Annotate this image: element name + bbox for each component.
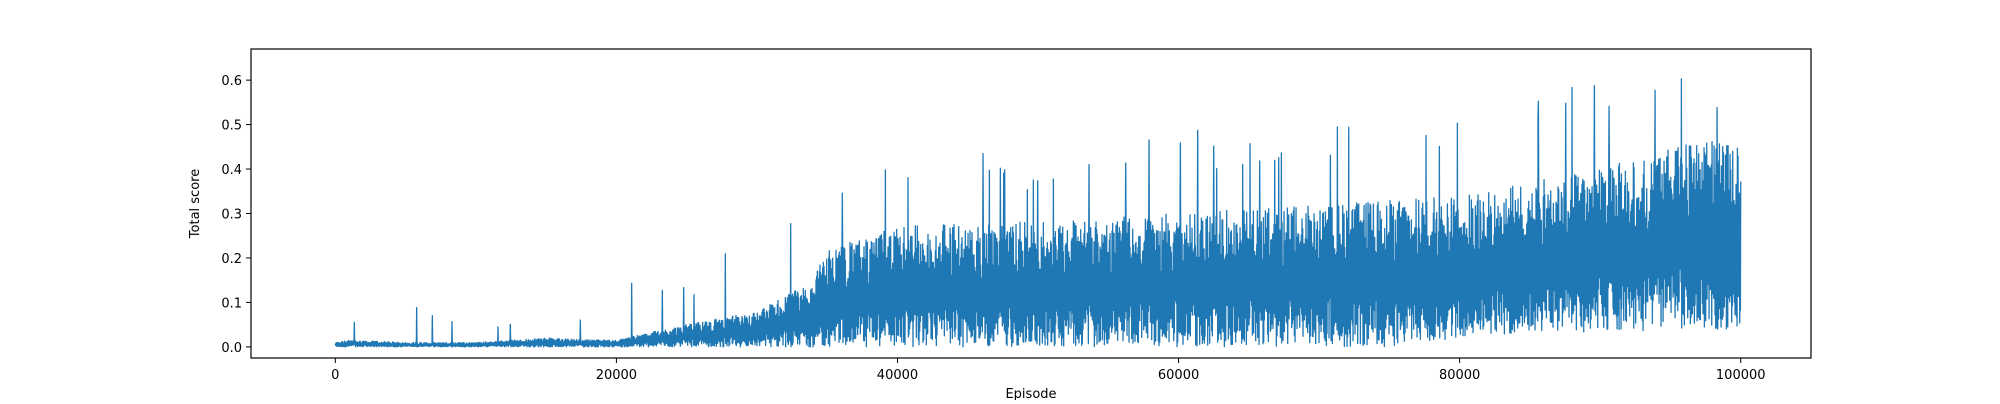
x-tick-label: 20000 bbox=[596, 368, 637, 383]
x-tick-label: 40000 bbox=[877, 368, 918, 383]
y-axis-label: Total score bbox=[188, 169, 203, 239]
chart-marks bbox=[334, 78, 1742, 348]
y-tick-label: 0.5 bbox=[221, 119, 242, 134]
x-tick-label: 100000 bbox=[1716, 368, 1766, 383]
x-axis-ticks: 0 20000 40000 60000 80000 100000 bbox=[331, 358, 1766, 383]
y-axis-ticks: 0.0 0.1 0.2 0.3 0.4 0.5 0.6 bbox=[221, 74, 251, 356]
y-tick-label: 0.4 bbox=[221, 163, 242, 178]
y-tick-label: 0.6 bbox=[221, 74, 242, 89]
plot-frame bbox=[250, 48, 1812, 359]
x-tick-label: 60000 bbox=[1158, 368, 1199, 383]
series-line bbox=[334, 78, 1742, 348]
x-tick-label: 0 bbox=[331, 368, 339, 383]
y-tick-label: 0.3 bbox=[221, 208, 242, 223]
x-axis-label: Episode bbox=[1005, 387, 1056, 400]
y-tick-label: 0.0 bbox=[221, 341, 242, 356]
y-tick-label: 0.2 bbox=[221, 252, 242, 267]
y-tick-label: 0.1 bbox=[221, 296, 242, 311]
x-tick-label: 80000 bbox=[1439, 368, 1480, 383]
